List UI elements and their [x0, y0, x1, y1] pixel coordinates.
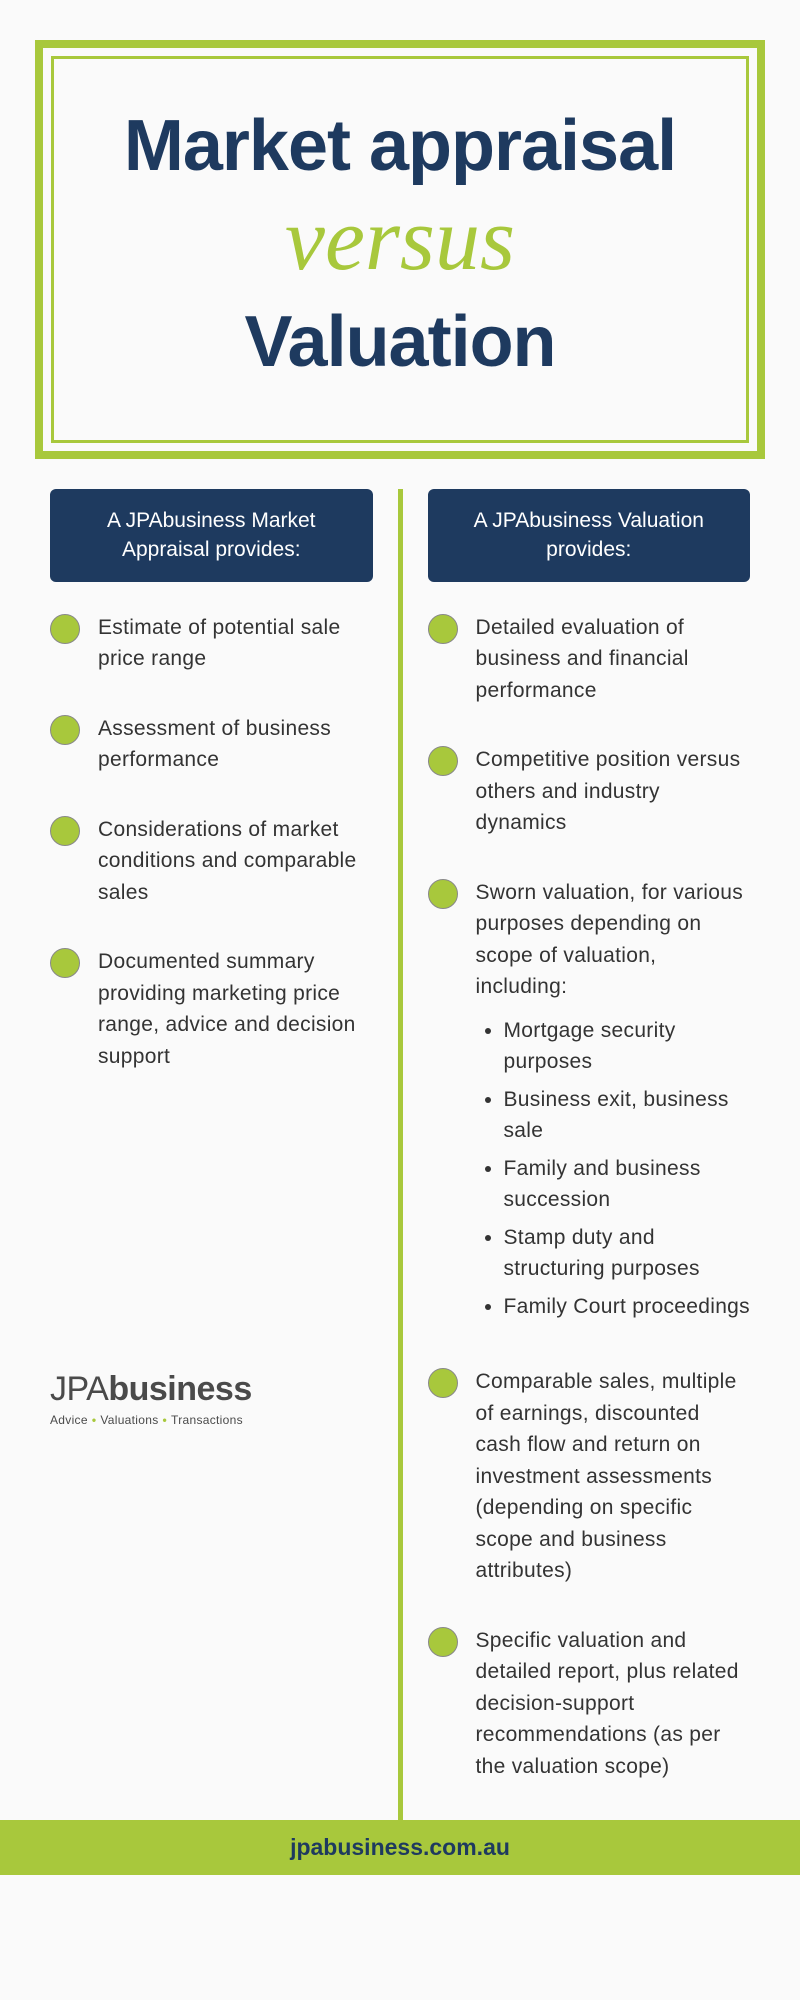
footer-url: jpabusiness.com.au [290, 1834, 510, 1860]
item-text: Sworn valuation, for various purposes de… [476, 877, 751, 1329]
dot-icon: • [159, 1413, 172, 1427]
list-item: Competitive position versus others and i… [428, 744, 751, 839]
sublist: Mortgage security purposes Business exit… [476, 1015, 751, 1323]
infographic-page: Market appraisal versus Valuation A JPAb… [0, 40, 800, 1875]
title-versus: versus [74, 195, 726, 285]
logo-part1: JPA [50, 1370, 108, 1408]
tagline-2: Valuations [100, 1413, 158, 1427]
logo-area: JPAbusiness Advice•Valuations•Transactio… [50, 1370, 373, 1447]
footer-bar: jpabusiness.com.au [0, 1820, 800, 1875]
header-outer-border: Market appraisal versus Valuation [35, 40, 765, 459]
bullet-icon [50, 948, 80, 978]
list-item: Estimate of potential sale price range [50, 612, 373, 675]
bullet-icon [428, 1368, 458, 1398]
sublist-item: Mortgage security purposes [504, 1015, 751, 1078]
logo-tagline: Advice•Valuations•Transactions [50, 1413, 323, 1427]
sublist-item: Family and business succession [504, 1153, 751, 1216]
item-text-main: Sworn valuation, for various purposes de… [476, 881, 744, 999]
spacer [50, 1110, 373, 1370]
bullet-icon [50, 816, 80, 846]
sublist-item: Business exit, business sale [504, 1084, 751, 1147]
title-bottom: Valuation [74, 305, 726, 381]
list-item: Documented summary providing marketing p… [50, 946, 373, 1072]
title-top: Market appraisal [74, 109, 726, 185]
logo-part2: business [108, 1370, 251, 1408]
list-item: Detailed evaluation of business and fina… [428, 612, 751, 707]
tagline-1: Advice [50, 1413, 88, 1427]
left-column-heading: A JPAbusiness Market Appraisal provides: [50, 489, 373, 582]
item-text: Documented summary providing marketing p… [98, 946, 373, 1072]
item-text: Considerations of market conditions and … [98, 814, 373, 909]
right-column: A JPAbusiness Valuation provides: Detail… [403, 489, 766, 1820]
item-text: Comparable sales, multiple of earnings, … [476, 1366, 751, 1587]
item-text: Competitive position versus others and i… [476, 744, 751, 839]
tagline-3: Transactions [171, 1413, 243, 1427]
header-inner-border: Market appraisal versus Valuation [51, 56, 749, 443]
item-text: Estimate of potential sale price range [98, 612, 373, 675]
bullet-icon [50, 715, 80, 745]
right-column-heading: A JPAbusiness Valuation provides: [428, 489, 751, 582]
item-text: Assessment of business performance [98, 713, 373, 776]
list-item: Sworn valuation, for various purposes de… [428, 877, 751, 1329]
list-item: Specific valuation and detailed report, … [428, 1625, 751, 1783]
bullet-icon [428, 879, 458, 909]
bullet-icon [428, 614, 458, 644]
bullet-icon [428, 1627, 458, 1657]
left-column: A JPAbusiness Market Appraisal provides:… [35, 489, 403, 1820]
logo-text: JPAbusiness [50, 1370, 323, 1409]
item-text: Specific valuation and detailed report, … [476, 1625, 751, 1783]
sublist-item: Family Court proceedings [504, 1291, 751, 1323]
list-item: Assessment of business performance [50, 713, 373, 776]
bullet-icon [428, 746, 458, 776]
columns-container: A JPAbusiness Market Appraisal provides:… [0, 489, 800, 1820]
list-item: Comparable sales, multiple of earnings, … [428, 1366, 751, 1587]
sublist-item: Stamp duty and structuring purposes [504, 1222, 751, 1285]
dot-icon: • [88, 1413, 101, 1427]
bullet-icon [50, 614, 80, 644]
list-item: Considerations of market conditions and … [50, 814, 373, 909]
item-text: Detailed evaluation of business and fina… [476, 612, 751, 707]
